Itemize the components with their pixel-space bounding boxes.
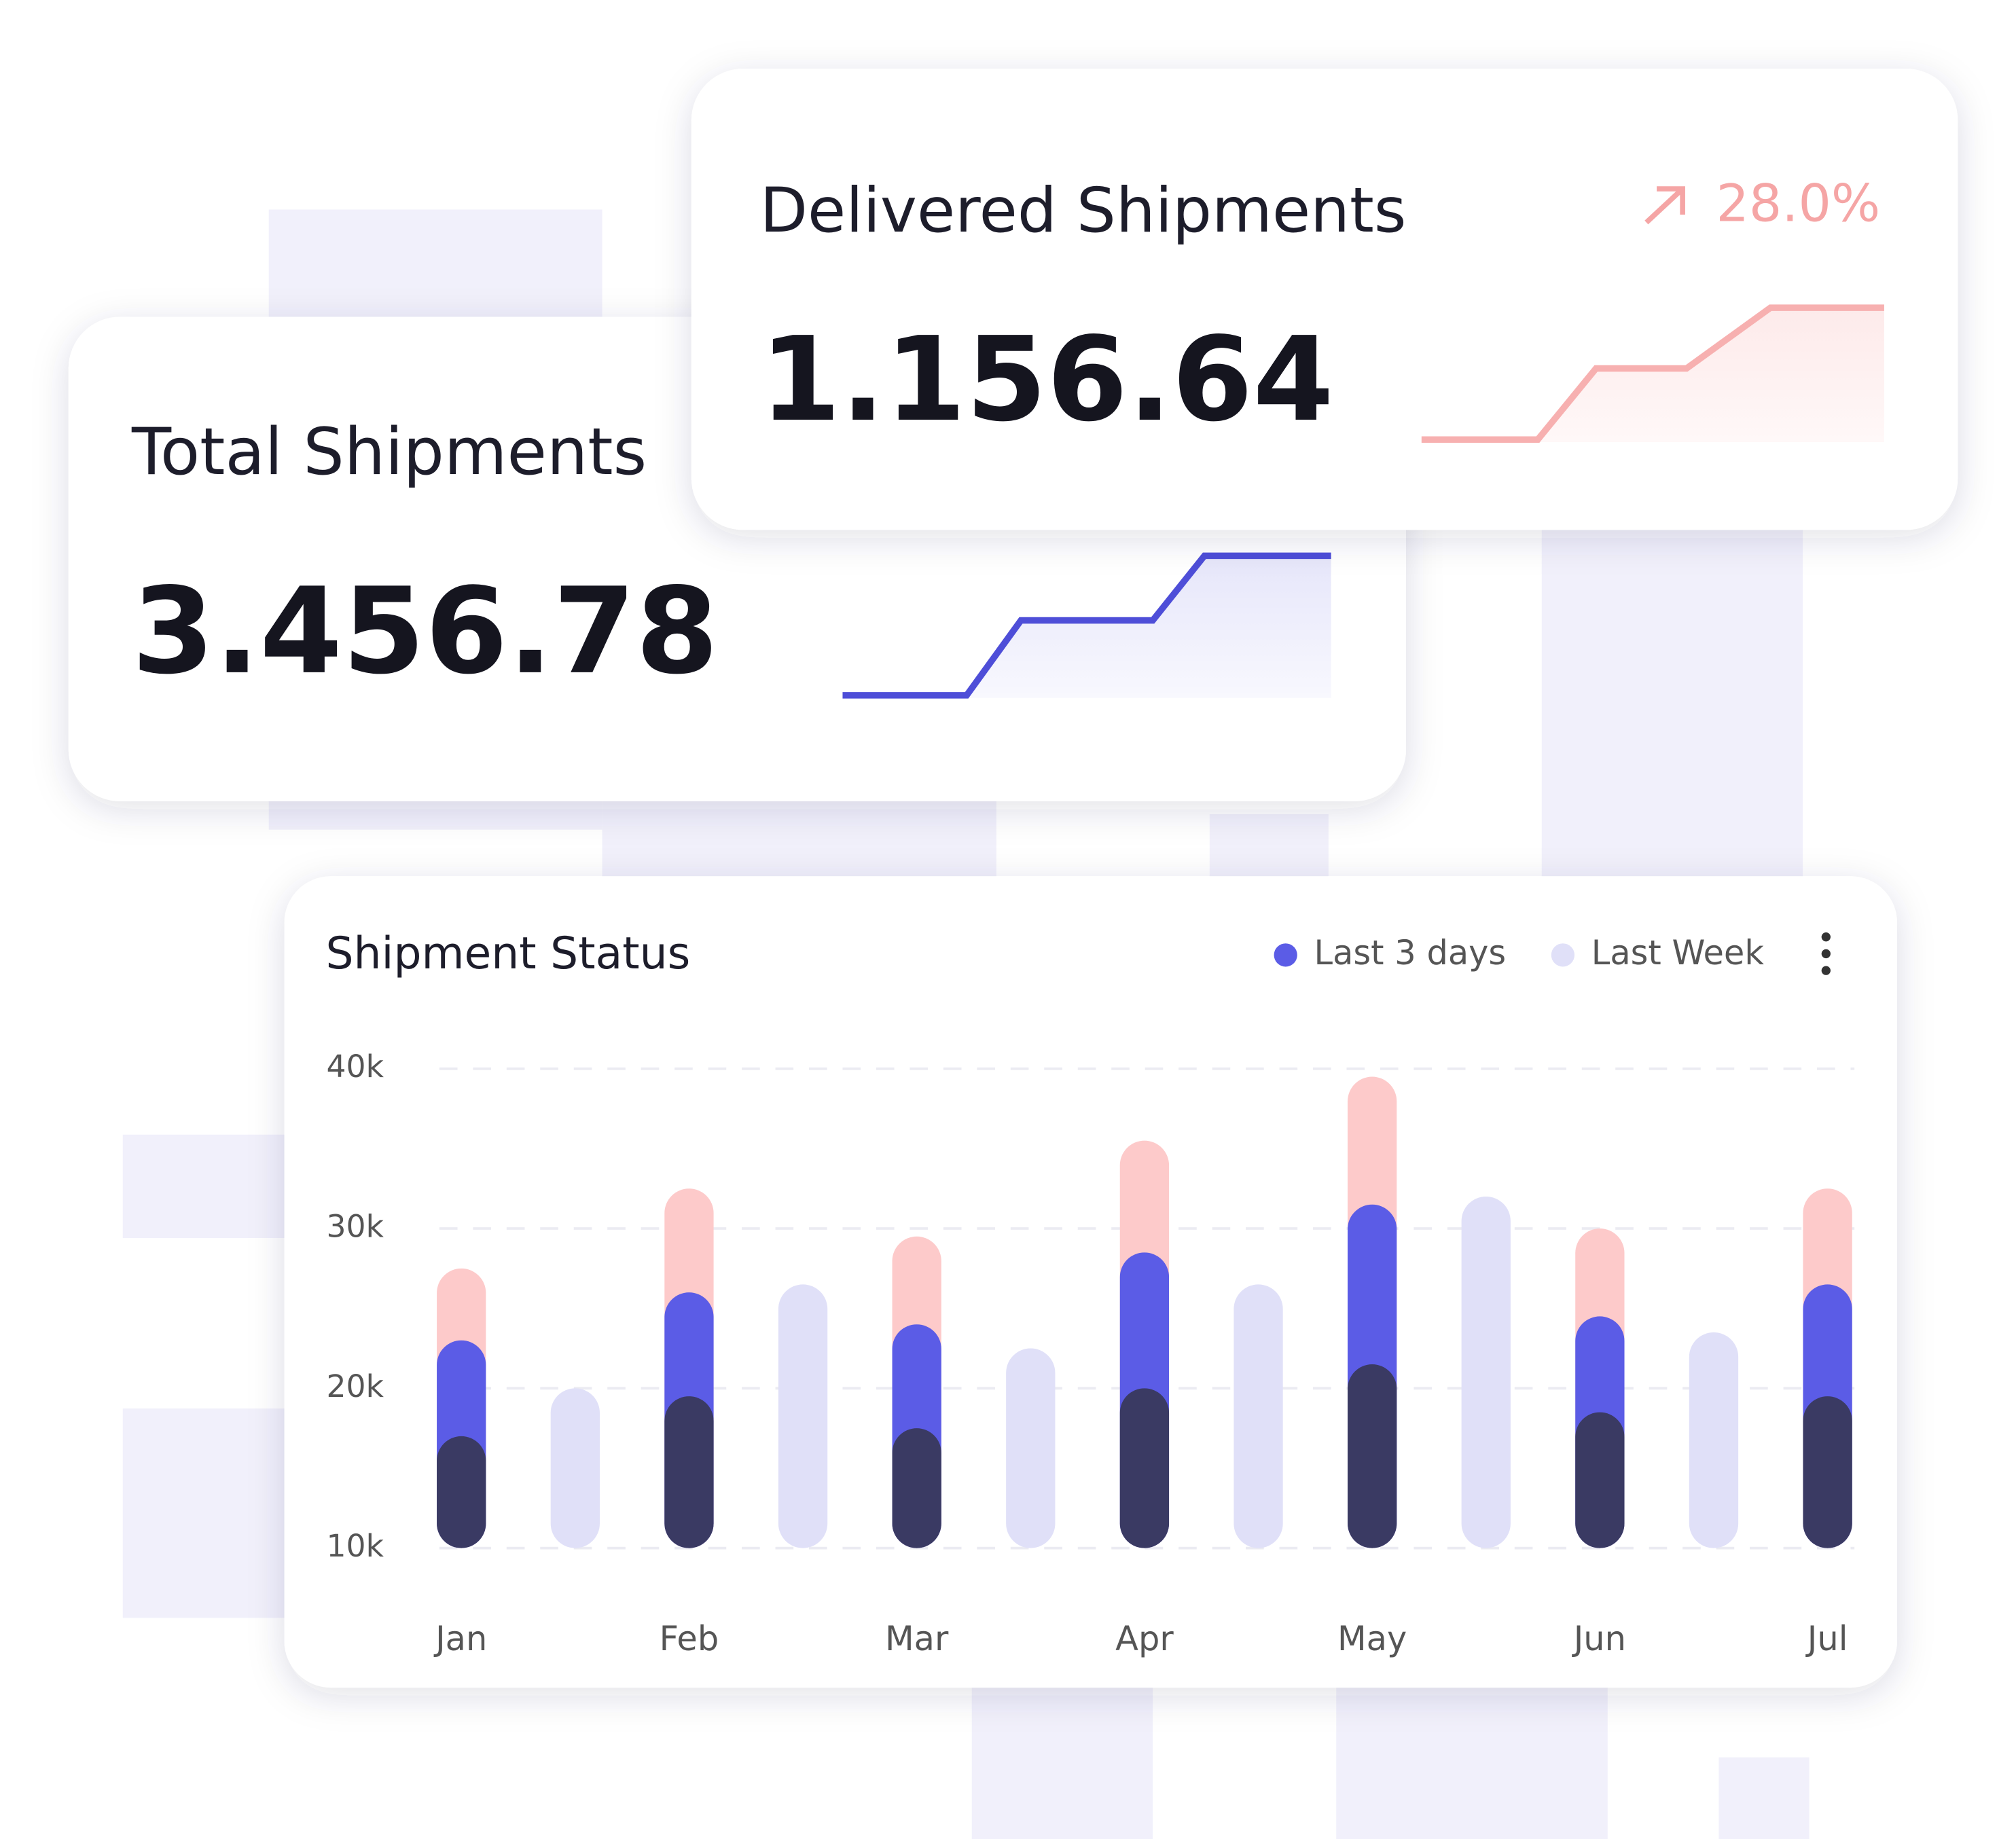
x-tick-label: Feb xyxy=(660,1619,719,1658)
x-tick-label: Apr xyxy=(1115,1619,1174,1658)
bar-segment xyxy=(1347,1364,1397,1548)
legend-label: Last 3 days xyxy=(1314,933,1507,972)
change-percent: 28.0% xyxy=(1716,173,1880,234)
y-tick-label: 10k xyxy=(327,1528,384,1564)
legend-swatch xyxy=(1551,943,1575,967)
sparkline xyxy=(842,552,1331,699)
bar-segment xyxy=(778,1284,828,1548)
bar-segment xyxy=(1689,1332,1739,1548)
bar-segment xyxy=(1575,1412,1625,1548)
trend-arrow-icon xyxy=(1644,186,1685,225)
bar-segment xyxy=(892,1428,941,1548)
x-tick-label: Jul xyxy=(1805,1619,1848,1658)
bar-segment xyxy=(1461,1196,1511,1548)
y-tick-label: 20k xyxy=(327,1368,384,1404)
bar-segment xyxy=(550,1388,600,1548)
bar-segment xyxy=(1119,1388,1170,1548)
sparkline-area xyxy=(1421,308,1884,443)
more-menu[interactable] xyxy=(1821,932,1831,975)
card-title: Delivered Shipments xyxy=(760,174,1407,247)
legend-label: Last Week xyxy=(1591,933,1765,972)
card-title: Total Shipments xyxy=(131,415,647,490)
menu-dot xyxy=(1821,949,1831,959)
bar-segment xyxy=(1234,1284,1283,1548)
delivered-card: Delivered Shipments 1.156.64 28.0% xyxy=(691,69,1958,530)
x-tick-label: May xyxy=(1337,1619,1407,1658)
x-tick-label: Jun xyxy=(1572,1619,1626,1658)
y-tick-label: 30k xyxy=(327,1209,384,1245)
card-value: 3.456.78 xyxy=(132,563,719,701)
card-value: 1.156.64 xyxy=(760,312,1334,448)
bar-segment xyxy=(1803,1396,1852,1548)
sparkline-area xyxy=(842,556,1331,698)
bar-segment xyxy=(664,1396,714,1548)
sparkline xyxy=(1421,304,1884,443)
menu-dot xyxy=(1821,966,1831,975)
bar-segment xyxy=(437,1436,486,1548)
legend-swatch xyxy=(1274,943,1297,967)
x-tick-label: Mar xyxy=(885,1619,949,1658)
menu-dot xyxy=(1821,932,1831,942)
y-tick-label: 40k xyxy=(327,1049,384,1085)
chart-title: Shipment Status xyxy=(325,928,690,979)
chart-card: Shipment Status 10k 20k 30k 40k Last Week Las… xyxy=(284,876,1897,1688)
x-tick-label: Jan xyxy=(433,1619,487,1658)
bar-segment xyxy=(1006,1348,1056,1548)
